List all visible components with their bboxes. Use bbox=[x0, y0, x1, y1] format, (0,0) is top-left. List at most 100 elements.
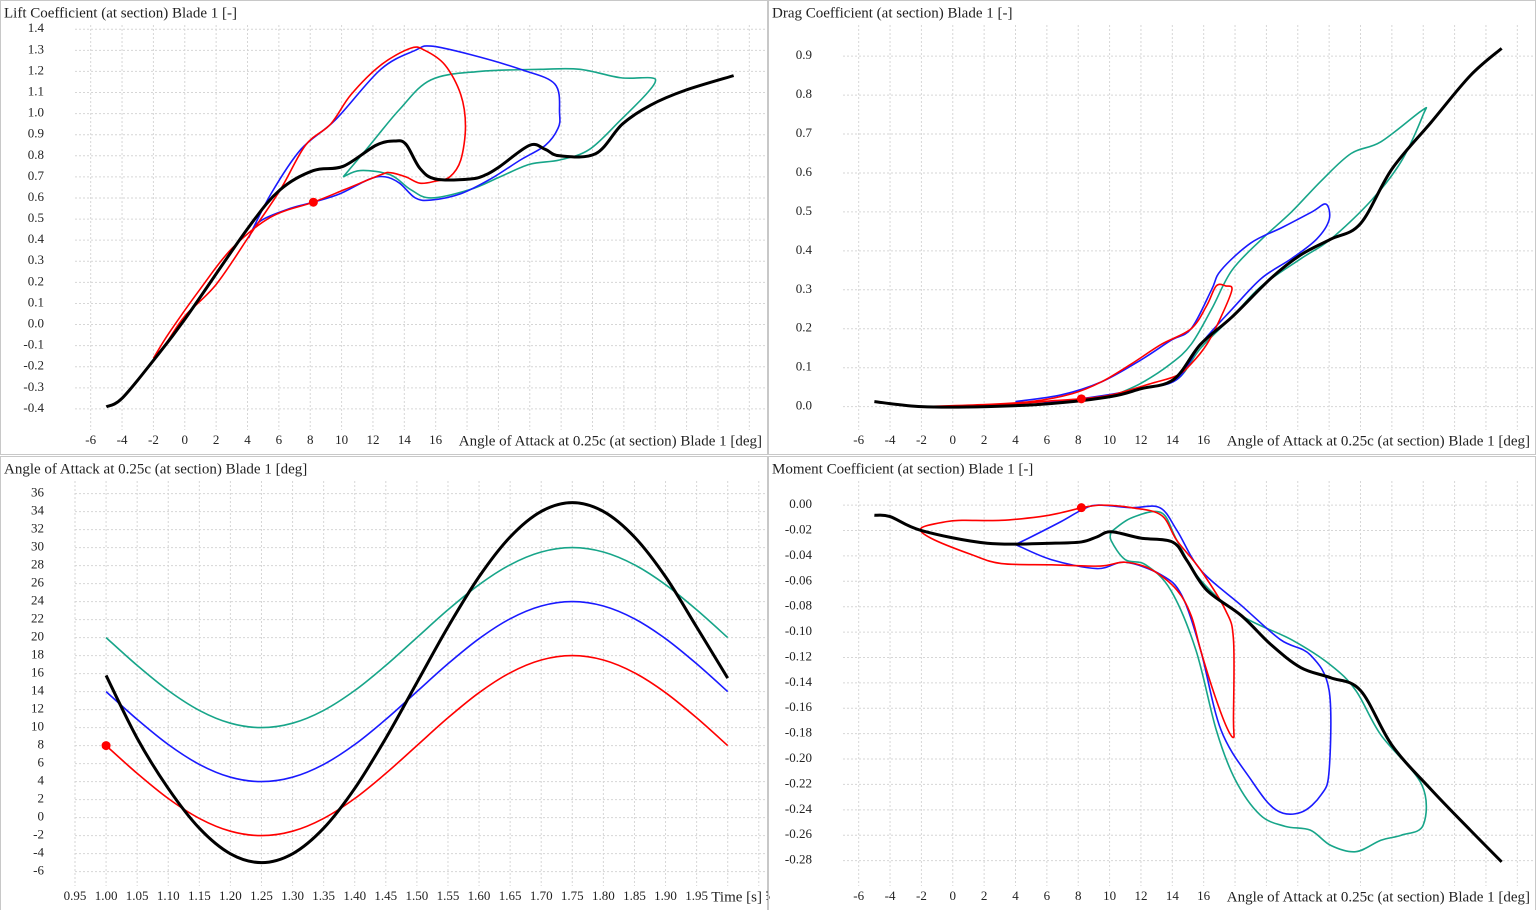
x-tick-label: 1.55 bbox=[437, 888, 460, 903]
y-tick-label: 0.1 bbox=[796, 359, 812, 374]
y-tick-label: 0.6 bbox=[28, 189, 45, 204]
y-tick-label: 1.3 bbox=[28, 41, 44, 56]
y-tick-label: -6 bbox=[33, 863, 44, 878]
x-tick-label: 8 bbox=[1075, 432, 1082, 447]
x-tick-label: -2 bbox=[916, 888, 927, 903]
x-axis-title-bg bbox=[456, 433, 766, 453]
y-tick-label: 0.8 bbox=[28, 147, 44, 162]
x-tick-label: 1.50 bbox=[406, 888, 429, 903]
y-tick-label: 0.9 bbox=[28, 126, 44, 141]
y-tick-label: -4 bbox=[33, 845, 44, 860]
x-tick-label: 1.75 bbox=[561, 888, 584, 903]
data-line bbox=[1015, 504, 1332, 815]
y-tick-label: 1.0 bbox=[28, 105, 44, 120]
x-tick-label: 2 bbox=[981, 888, 988, 903]
x-tick-label: -6 bbox=[853, 888, 864, 903]
x-tick-label: 1.40 bbox=[343, 888, 366, 903]
y-tick-label: 0.4 bbox=[796, 242, 813, 257]
y-tick-label: -0.16 bbox=[785, 699, 813, 714]
x-tick-label: 1.35 bbox=[312, 888, 335, 903]
data-line bbox=[874, 513, 1503, 863]
data-line bbox=[874, 47, 1503, 409]
x-tick-label: -2 bbox=[148, 432, 159, 447]
x-tick-label: 8 bbox=[307, 432, 314, 447]
x-tick-label: 0.95 bbox=[64, 888, 87, 903]
x-tick-label: 12 bbox=[366, 432, 379, 447]
x-tick-label: -6 bbox=[85, 432, 96, 447]
x-tick-label: 16 bbox=[1197, 432, 1211, 447]
x-axis-title: Angle of Attack at 0.25c (at section) Bl… bbox=[1227, 889, 1530, 905]
y-tick-label: -0.28 bbox=[785, 852, 812, 867]
y-tick-label: 0.5 bbox=[796, 203, 812, 218]
y-tick-label: 34 bbox=[31, 503, 45, 518]
y-tick-label: 24 bbox=[31, 593, 45, 608]
x-tick-label: 12 bbox=[1134, 888, 1147, 903]
y-tick-label: -0.02 bbox=[785, 521, 812, 536]
y-tick-label: 2 bbox=[38, 791, 45, 806]
panel-title: Moment Coefficient (at section) Blade 1 … bbox=[772, 461, 1033, 477]
x-tick-label: 1.20 bbox=[219, 888, 242, 903]
data-line bbox=[1109, 510, 1428, 853]
x-tick-label: 1.70 bbox=[530, 888, 553, 903]
x-axis-title-bg bbox=[1224, 433, 1534, 453]
y-tick-label: 0.3 bbox=[28, 252, 44, 267]
y-tick-label: 0.3 bbox=[796, 281, 812, 296]
y-tick-label: -0.2 bbox=[23, 358, 44, 373]
data-line bbox=[105, 600, 729, 783]
x-tick-label: 6 bbox=[276, 432, 283, 447]
y-tick-label: -0.14 bbox=[785, 674, 813, 689]
x-tick-label: 10 bbox=[1103, 888, 1116, 903]
data-line bbox=[152, 46, 467, 359]
y-tick-label: -0.20 bbox=[785, 750, 812, 765]
x-tick-label: -2 bbox=[916, 432, 927, 447]
x-tick-label: 1.05 bbox=[126, 888, 149, 903]
current-point bbox=[101, 741, 111, 751]
x-tick-label: -6 bbox=[853, 432, 864, 447]
y-tick-label: 0.7 bbox=[28, 168, 45, 183]
y-tick-label: -0.12 bbox=[785, 648, 812, 663]
y-tick-label: 14 bbox=[31, 683, 45, 698]
x-tick-label: 1.80 bbox=[592, 888, 615, 903]
y-tick-label: 20 bbox=[31, 629, 44, 644]
x-tick-label: -4 bbox=[117, 432, 128, 447]
y-tick-label: 0.6 bbox=[796, 164, 813, 179]
x-tick-label: 1.60 bbox=[468, 888, 491, 903]
panel-frame bbox=[0, 0, 768, 455]
y-tick-label: 0.2 bbox=[796, 320, 812, 335]
x-tick-label: 0 bbox=[950, 888, 957, 903]
x-tick-label: -4 bbox=[885, 888, 896, 903]
y-tick-label: 18 bbox=[31, 647, 44, 662]
x-tick-label: 4 bbox=[1012, 888, 1019, 903]
x-tick-label: 1.45 bbox=[374, 888, 397, 903]
y-tick-label: -0.06 bbox=[785, 572, 813, 587]
x-tick-label: 2 bbox=[981, 432, 988, 447]
current-point bbox=[308, 197, 318, 207]
y-tick-label: 0.4 bbox=[28, 231, 45, 246]
x-tick-label: 14 bbox=[398, 432, 412, 447]
x-tick-label: -4 bbox=[885, 432, 896, 447]
panel-title: Lift Coefficient (at section) Blade 1 [-… bbox=[4, 5, 237, 21]
x-tick-label: 16 bbox=[429, 432, 443, 447]
y-tick-label: 0 bbox=[38, 809, 45, 824]
y-tick-label: 0.00 bbox=[789, 496, 812, 511]
x-tick-label: 1.00 bbox=[95, 888, 118, 903]
x-tick-label: 6 bbox=[1044, 432, 1051, 447]
y-tick-label: 32 bbox=[31, 521, 44, 536]
chart-panel: 0.00 -0.02 -0.04 -0.06 -0.08 -0.10 -0.12 -0.14 -… bbox=[768, 456, 1536, 910]
y-tick-label: 16 bbox=[31, 665, 45, 680]
x-axis-title: Angle of Attack at 0.25c (at section) Bl… bbox=[459, 433, 762, 449]
x-tick-label: 1.65 bbox=[499, 888, 522, 903]
y-tick-label: 0.0 bbox=[28, 316, 44, 331]
y-tick-label: 30 bbox=[31, 539, 44, 554]
y-tick-label: -0.26 bbox=[785, 826, 813, 841]
x-tick-label: 1.90 bbox=[654, 888, 677, 903]
chart-panel: -6-4-20246810121416182022242628303234360… bbox=[0, 456, 770, 910]
x-tick-label: 16 bbox=[1197, 888, 1211, 903]
y-tick-label: -0.3 bbox=[23, 379, 44, 394]
y-tick-label: 4 bbox=[38, 773, 45, 788]
y-tick-label: 28 bbox=[31, 557, 44, 572]
data-line bbox=[104, 501, 729, 865]
data-line bbox=[105, 546, 729, 729]
x-tick-label: 14 bbox=[1166, 432, 1180, 447]
data-line bbox=[247, 45, 561, 239]
